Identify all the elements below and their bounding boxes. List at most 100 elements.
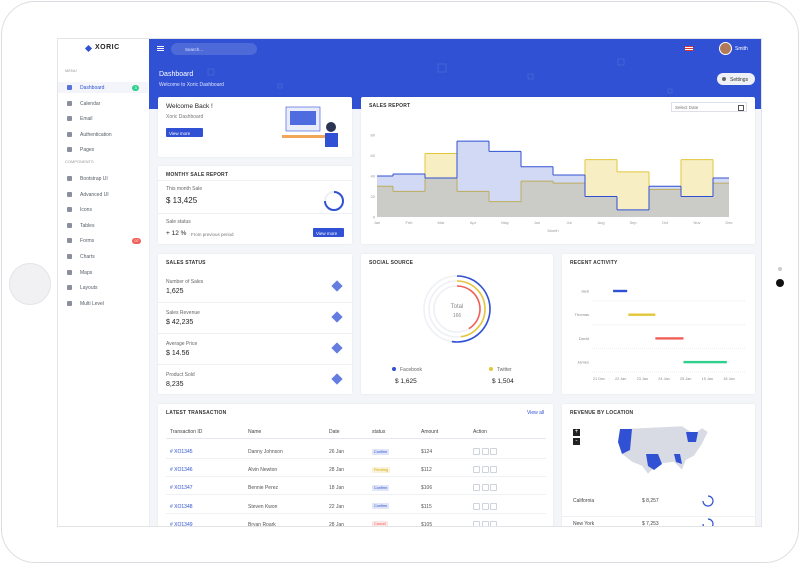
progress-ring (702, 495, 714, 507)
action-button[interactable] (490, 502, 497, 510)
settings-label: Settings (730, 76, 749, 83)
step-area (649, 189, 681, 217)
us-map-highlight (686, 432, 698, 442)
search-box[interactable]: Search... (171, 43, 257, 55)
menu-item[interactable]: Calendar (58, 98, 148, 109)
action-button[interactable] (473, 448, 480, 455)
menu-item[interactable]: Advanced UI (58, 189, 148, 200)
row-label: David (579, 336, 589, 341)
x-tick-label: Dec (725, 220, 732, 225)
sales-status-card: SALES STATUS Number of Sales 1,625 Sales Re… (158, 254, 352, 394)
action-button[interactable] (473, 484, 480, 492)
menu-item[interactable]: Pages (58, 144, 148, 155)
action-button[interactable] (490, 520, 497, 526)
menu-toggle[interactable] (157, 46, 164, 47)
action-button[interactable] (473, 520, 480, 526)
divider (158, 364, 352, 365)
step-area (649, 186, 681, 217)
menu-item[interactable]: Authentication (58, 129, 148, 140)
settings-icon (722, 77, 726, 81)
user-name[interactable]: Smith (735, 46, 748, 52)
avatar[interactable] (719, 42, 732, 55)
action-button[interactable] (490, 484, 497, 492)
menu-badge: 3 (132, 84, 140, 91)
card-title: LATEST TRANSACTION (166, 410, 227, 416)
stat-label: Sales Revenue (166, 310, 200, 316)
date: 28 Jan (329, 521, 345, 527)
menu-item[interactable]: Layouts (58, 282, 148, 293)
ring-arc (456, 285, 481, 330)
view-more-button[interactable]: View more (166, 128, 203, 137)
step-area (457, 141, 489, 217)
menu-label: Email (80, 116, 93, 123)
x-tick-label: Apr (470, 220, 477, 225)
x-tick-label: 15 Jan (702, 377, 713, 381)
status-badge: Confirm (372, 503, 390, 510)
menu-item[interactable]: Bootstrap UI (58, 173, 148, 184)
status-badge: Confirm (372, 484, 390, 491)
transaction-id[interactable]: # XO1347 (170, 485, 193, 492)
action-button[interactable] (473, 502, 480, 510)
chart-svg: Jack Thomas David James 21 Dec 22 Jan 23 Jan 24… (575, 289, 745, 381)
legend-name: Twitter (497, 367, 512, 373)
view-all-link[interactable]: View all (527, 410, 545, 416)
card-title: REVENUE BY LOCATION (570, 410, 634, 416)
menu-section: COMPONENTS (65, 159, 94, 164)
menu-item[interactable]: Tables (58, 220, 148, 231)
action-button[interactable] (490, 448, 497, 455)
zoom-button[interactable]: - (573, 438, 580, 445)
menu-item[interactable]: Icons (58, 204, 148, 215)
action-button[interactable] (481, 466, 489, 474)
action-button[interactable] (481, 502, 489, 510)
transaction-id[interactable]: # XO1346 (170, 467, 193, 474)
date: 18 Jan (329, 485, 345, 492)
divider (158, 302, 352, 303)
activity-bar (628, 313, 656, 316)
menu-icon (67, 300, 72, 306)
date: 28 Jan (329, 467, 345, 474)
settings-button[interactable]: Settings (717, 73, 755, 85)
illustration (290, 111, 316, 125)
action-button[interactable] (490, 466, 497, 474)
transaction-id[interactable]: # XO1345 (170, 449, 193, 455)
chart-svg: 0 20 40 60 80 Jan Feb Mar Apr May Jun Jul Aug Sep Oct N… (371, 133, 733, 234)
action-button[interactable] (481, 520, 489, 526)
transaction-id[interactable]: # XO1349 (170, 521, 193, 527)
stat-label: Number of Sales (166, 279, 204, 285)
action-button[interactable] (473, 466, 480, 474)
step-area (713, 178, 729, 217)
stat-value: 1,625 (166, 288, 184, 295)
card-title: SALES STATUS (166, 260, 206, 266)
menu-item[interactable]: Multi Level (58, 298, 148, 309)
welcome-title: Welcome Back ! (166, 103, 213, 110)
location-name: New York (573, 521, 595, 527)
amount: $124 (421, 449, 433, 455)
legend-value: $ 1,504 (492, 378, 514, 385)
hero-decor (617, 58, 625, 66)
action-button[interactable] (481, 484, 489, 492)
zoom-button[interactable]: + (573, 429, 580, 436)
stat-label: Average Price (166, 341, 198, 347)
menu-label: Pages (80, 147, 95, 154)
view-more-button[interactable]: View more (313, 228, 344, 237)
menu-label: Multi Level (80, 300, 104, 307)
x-tick-label: 25 Jan (680, 377, 691, 381)
status-badge: Cancel (372, 521, 388, 527)
transaction-id[interactable]: # XO1348 (170, 503, 193, 510)
x-tick-label: Sep (629, 220, 637, 225)
step-area (489, 151, 521, 217)
menu-item[interactable]: Charts (58, 251, 148, 262)
menu-item[interactable]: Dashboard 3 (58, 82, 148, 93)
date-select[interactable]: Select Date (671, 102, 747, 112)
action-button[interactable] (481, 448, 489, 455)
menu-item[interactable]: Email (58, 113, 148, 124)
table-header-line (166, 438, 546, 439)
location-value: $ 7,253 (642, 521, 659, 527)
menu-icon (67, 131, 72, 137)
menu-item[interactable]: Maps (58, 267, 148, 278)
legend-name: Facebook (400, 367, 422, 373)
x-axis-label: Month (547, 228, 558, 233)
hero-decor (207, 68, 215, 76)
menu-item[interactable]: Forms 07 (58, 235, 148, 246)
stat-value: 8,235 (166, 381, 184, 388)
